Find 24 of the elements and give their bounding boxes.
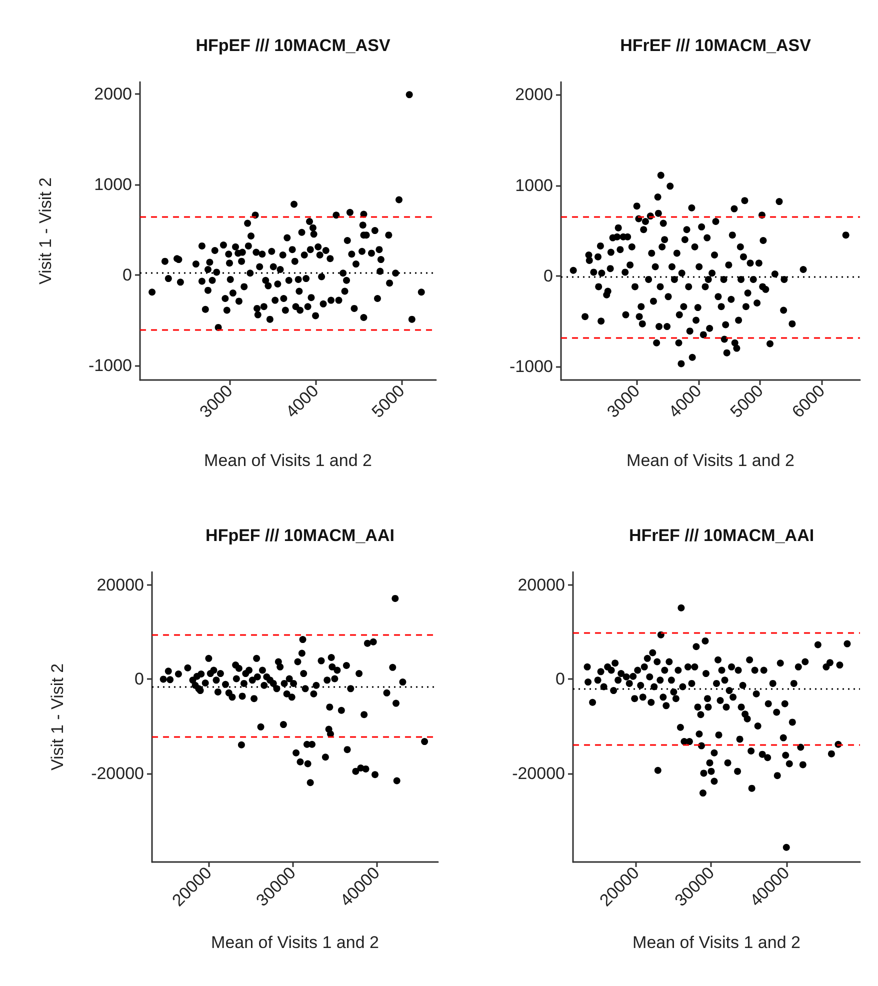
x-axis-title: Mean of Visits 1 and 2 bbox=[204, 451, 372, 470]
x-axis-title: Mean of Visits 1 and 2 bbox=[626, 451, 794, 470]
y-axis-title: Visit 1 - Visit 2 bbox=[36, 177, 55, 285]
y-tick-label: 20000 bbox=[96, 575, 144, 594]
y-tick-label: -20000 bbox=[512, 764, 565, 784]
x-axis-title: Mean of Visits 1 and 2 bbox=[211, 933, 379, 952]
chart-title: HFrEF /// 10MACM_AAI bbox=[628, 526, 814, 545]
y-tick-label: -1000 bbox=[88, 356, 132, 376]
chart-title: HFpEF /// 10MACM_AAI bbox=[206, 526, 394, 545]
y-tick-label: -1000 bbox=[510, 356, 553, 376]
chart-title: HFrEF /// 10MACM_ASV bbox=[620, 36, 812, 55]
y-tick-label: 0 bbox=[544, 266, 553, 286]
y-tick-label: 2000 bbox=[94, 84, 132, 104]
y-tick-label: 2000 bbox=[515, 85, 553, 104]
y-tick-label: 0 bbox=[122, 265, 132, 284]
y-axis-title: Visit 1 - Visit 2 bbox=[48, 663, 67, 771]
y-tick-label: -20000 bbox=[91, 764, 144, 784]
y-tick-label: 1000 bbox=[515, 176, 553, 195]
y-tick-label: 0 bbox=[556, 670, 565, 689]
y-tick-label: 1000 bbox=[94, 174, 132, 194]
x-axis-title: Mean of Visits 1 and 2 bbox=[632, 933, 800, 952]
y-tick-label: 20000 bbox=[518, 575, 565, 594]
chart-title: HFpEF /// 10MACM_ASV bbox=[196, 36, 391, 55]
y-tick-label: 0 bbox=[134, 670, 144, 689]
